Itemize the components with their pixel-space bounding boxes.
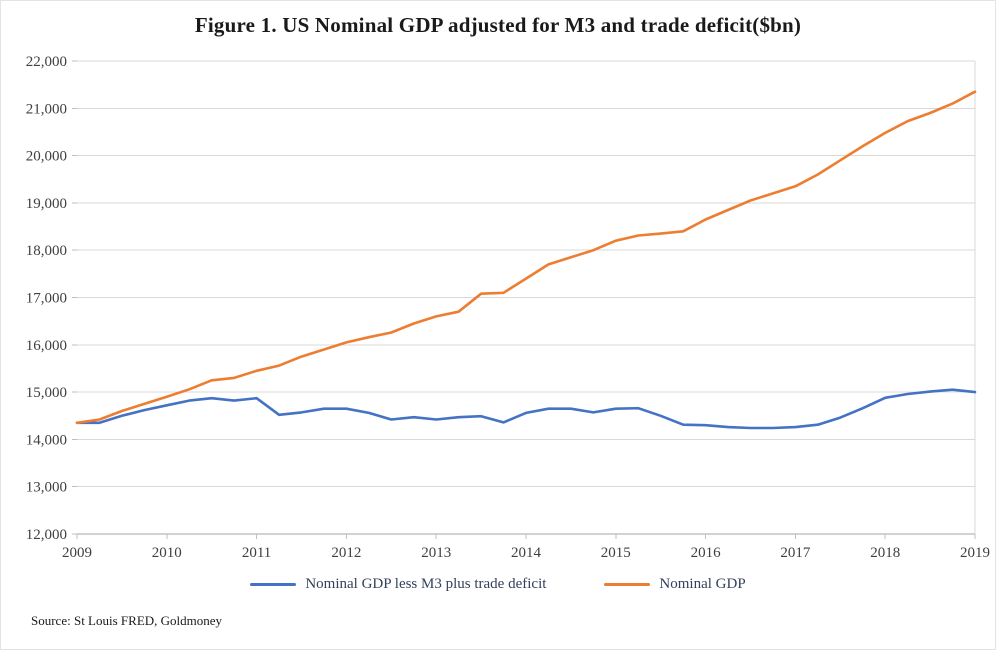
legend-item-nominal-gdp: Nominal GDP bbox=[604, 575, 746, 593]
svg-text:21,000: 21,000 bbox=[26, 101, 67, 117]
legend: Nominal GDP less M3 plus trade deficit N… bbox=[1, 571, 995, 597]
source-note: Source: St Louis FRED, Goldmoney bbox=[31, 613, 223, 628]
orange-line-sample-icon bbox=[604, 582, 651, 586]
svg-text:13,000: 13,000 bbox=[26, 480, 67, 496]
legend-label-nominal-gdp: Nominal GDP bbox=[659, 575, 746, 592]
svg-text:16,000: 16,000 bbox=[26, 338, 67, 354]
svg-text:18,000: 18,000 bbox=[26, 243, 67, 259]
svg-text:22,000: 22,000 bbox=[26, 54, 67, 70]
chart-canvas: 12,000 13,000 14,000 15,000 16,000 17,000 18,0… bbox=[26, 54, 990, 561]
svg-text:14,000: 14,000 bbox=[26, 432, 67, 448]
svg-text:2019: 2019 bbox=[960, 545, 990, 561]
svg-text:20,000: 20,000 bbox=[26, 149, 67, 165]
legend-item-adjusted-gdp: Nominal GDP less M3 plus trade deficit bbox=[250, 576, 546, 593]
svg-text:12,000: 12,000 bbox=[26, 527, 67, 543]
svg-text:2011: 2011 bbox=[242, 545, 271, 561]
chart-title: Figure 1. US Nominal GDP adjusted for M3… bbox=[194, 13, 802, 37]
svg-text:2015: 2015 bbox=[601, 545, 631, 561]
svg-text:17,000: 17,000 bbox=[26, 291, 67, 307]
svg-text:2013: 2013 bbox=[421, 545, 451, 561]
blue-line-sample-icon bbox=[250, 582, 297, 586]
svg-text:15,000: 15,000 bbox=[26, 385, 67, 401]
svg-text:19,000: 19,000 bbox=[26, 196, 67, 212]
legend-label-adjusted-gdp: Nominal GDP less M3 plus trade deficit bbox=[305, 575, 547, 592]
svg-text:2010: 2010 bbox=[152, 545, 182, 561]
svg-text:2018: 2018 bbox=[870, 545, 900, 561]
svg-text:2014: 2014 bbox=[511, 545, 542, 561]
svg-text:2012: 2012 bbox=[331, 545, 361, 561]
svg-text:2009: 2009 bbox=[62, 545, 92, 561]
svg-text:2017: 2017 bbox=[780, 545, 811, 561]
svg-text:2016: 2016 bbox=[691, 545, 722, 561]
